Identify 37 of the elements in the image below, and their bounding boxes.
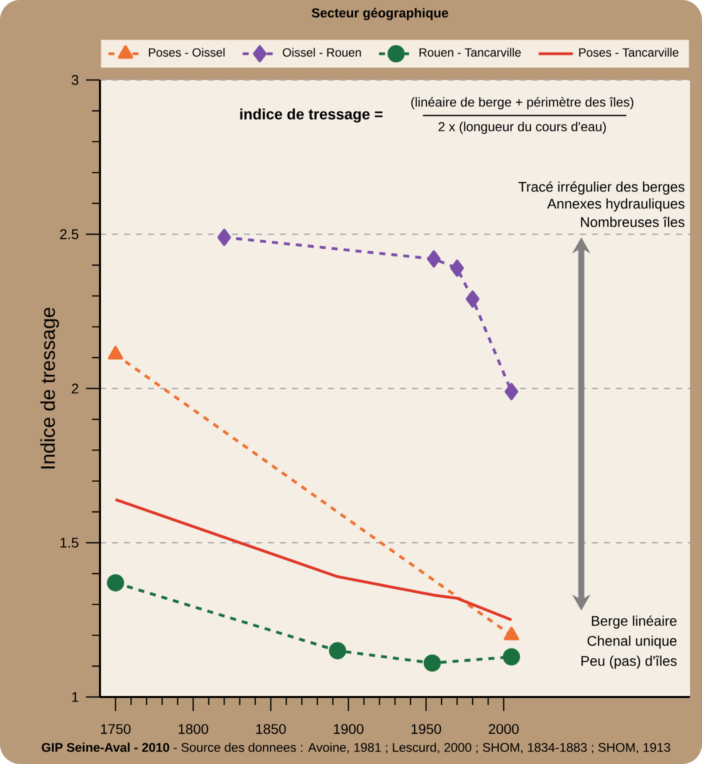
annotation: Chenal unique <box>588 636 677 649</box>
annotation: indice de tressage = <box>240 108 382 122</box>
y-tick-label: 2.5 <box>60 229 78 240</box>
line-series <box>114 498 513 622</box>
annotation: (linéaire de berge + périmètre des îles) <box>411 97 634 110</box>
y-tick-label: 1.5 <box>60 538 78 548</box>
annotation: Berge linéaire <box>592 615 677 629</box>
x-tick-label: 1750 <box>101 724 131 734</box>
annotation: Tracé irrégulier des berges <box>518 181 684 195</box>
annotation: Annexes hydrauliques <box>547 198 684 212</box>
legend-title: Secteur géographique <box>312 8 448 20</box>
point <box>106 574 124 592</box>
point <box>328 642 346 660</box>
text: GIP Seine-Aval - 2010 - Source des donnees : Avoine, 1981 ; Lescurd, 2000 ; SHOM, 1834-1883 ; SHOM, 1913 <box>42 742 670 754</box>
legend-label: Oissel - Rouen <box>282 48 361 57</box>
annotation: 2 x (longueur du cours d'eau) <box>438 122 606 134</box>
annotation: Nombreuses îles <box>581 216 684 228</box>
point <box>424 654 441 672</box>
annotation: Peu (pas) d'îles <box>582 656 677 669</box>
point <box>217 228 232 246</box>
point <box>504 382 518 400</box>
point <box>450 260 464 277</box>
y-tick-label: 3 <box>72 75 78 85</box>
x-tick-label: 2000 <box>488 724 519 734</box>
legend-label: Poses - Oissel <box>148 48 225 57</box>
x-tick-label: 1900 <box>334 724 364 734</box>
point <box>466 290 480 308</box>
x-tick-label: 1950 <box>412 724 442 734</box>
x-tick-label: 1800 <box>178 724 208 734</box>
y-tick-label: 2 <box>72 384 78 394</box>
point <box>502 648 520 666</box>
y-tick-label: 1 <box>72 692 78 702</box>
y-axis-title: Indice de tressage <box>40 308 59 468</box>
point <box>427 250 441 268</box>
legend-label: Rouen - Tancarville <box>420 48 521 57</box>
legend-label: Poses - Tancarville <box>579 48 678 57</box>
x-tick-label: 1850 <box>256 724 286 734</box>
